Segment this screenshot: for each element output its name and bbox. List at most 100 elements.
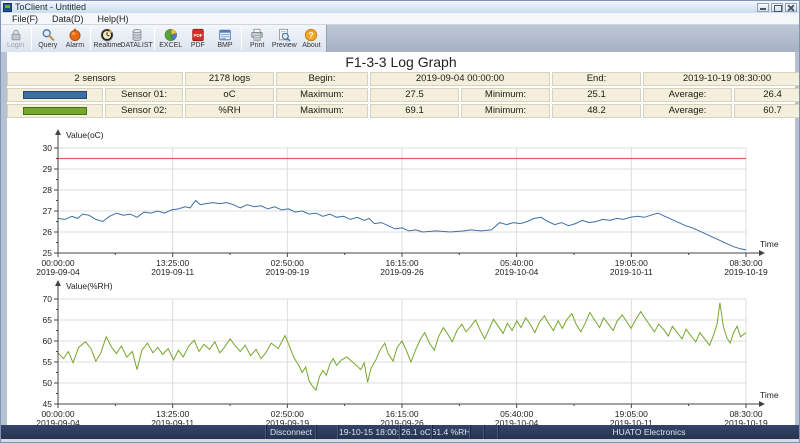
svg-text:50: 50 [43, 378, 53, 388]
toolbar-button-label: Login [7, 41, 25, 49]
sensor-02-color-swatch [23, 107, 87, 115]
svg-text:29: 29 [43, 164, 53, 174]
toolbar-button-label: Realtime [93, 41, 122, 49]
sensor-02-avg-value: 60.7 [734, 104, 799, 118]
lock-icon [9, 28, 23, 42]
svg-text:2019-09-19: 2019-09-19 [266, 418, 310, 425]
toolbar-button-about[interactable]: ? About [298, 26, 325, 51]
window-bottom-edge [1, 439, 799, 442]
minimize-button[interactable] [757, 2, 769, 12]
toolbar-button-datalist[interactable]: DATALIST [120, 26, 153, 51]
svg-text:28: 28 [43, 185, 53, 195]
svg-text:70: 70 [43, 294, 53, 304]
svg-text:2019-10-19: 2019-10-19 [724, 267, 768, 277]
temperature-chart: 25 26 27 28 29 30 00:00:00 2019-09-04 13:25:00 20… [7, 128, 795, 277]
svg-text:Time: Time [760, 390, 779, 400]
begin-label-cell: Begin: [276, 72, 368, 86]
alarm-icon [68, 28, 82, 42]
toolbar-button-bmp[interactable]: BMP [211, 26, 238, 51]
svg-text:2019-10-11: 2019-10-11 [610, 418, 653, 425]
sensor-01-color-swatch [23, 91, 87, 99]
toolbar-button-label: Preview [271, 41, 297, 49]
toolbar-button-excel[interactable]: EXCEL [157, 26, 184, 51]
log-summary-table: 2 sensors 2178 logs Begin: 2019-09-04 00… [7, 72, 799, 118]
excel-chart-icon [164, 28, 178, 42]
toolbar-button-pdf[interactable]: PDF PDF [184, 26, 211, 51]
toolbar-button-label: PDF [190, 41, 205, 49]
connection-status: Disconnect [266, 425, 316, 439]
sensor-02-swatch-cell [7, 104, 103, 118]
svg-text:65: 65 [43, 315, 53, 325]
toolbar-separator [31, 27, 33, 50]
toolbar: Login Query Alarm Realtime DATALIST EXCEL PDF P… [1, 25, 799, 52]
status-timestamp: 2019-10-15 18:00:00 [338, 425, 400, 439]
main-content-frame: F1-3-3 Log Graph 2 sensors 2178 logs Beg… [1, 52, 799, 425]
svg-text:08:30:00: 08:30:00 [729, 409, 762, 419]
toolbar-button-alarm[interactable]: Alarm [61, 26, 88, 51]
database-icon [130, 28, 144, 42]
sensor-01-unit-cell: oC [185, 88, 274, 102]
end-label-cell: End: [552, 72, 641, 86]
sensor-01-min-value: 25.1 [552, 88, 641, 102]
status-bar: Disconnect 2019-10-15 18:00:00 26.1 oC 6… [1, 425, 799, 439]
toolbar-button-print[interactable]: Print [244, 26, 271, 51]
app-icon [3, 2, 12, 12]
close-button[interactable] [785, 2, 797, 12]
pdf-icon: PDF [191, 28, 205, 42]
menu-item-help[interactable]: Help(H) [97, 13, 129, 24]
status-empty-left [1, 425, 266, 439]
svg-text:30: 30 [43, 143, 53, 153]
sensor-count-cell: 2 sensors [7, 72, 183, 86]
svg-text:2019-09-26: 2019-09-26 [380, 418, 424, 425]
sensor-02-max-value: 69.1 [370, 104, 459, 118]
sensor-01-min-label: Minimum: [461, 88, 550, 102]
svg-text:26: 26 [43, 227, 53, 237]
sensor-01-swatch-cell [7, 88, 103, 102]
end-time-cell: 2019-10-19 08:30:00 [643, 72, 799, 86]
sensor-02-unit-cell: %RH [185, 104, 274, 118]
window-title: ToClient - Untitled [15, 2, 87, 12]
sensor-01-name-cell: Sensor 01: [105, 88, 183, 102]
svg-text:08:30:00: 08:30:00 [729, 258, 762, 268]
svg-text:2019-10-11: 2019-10-11 [610, 267, 653, 277]
svg-text:00:00:00: 00:00:00 [41, 258, 74, 268]
sensor-02-avg-label: Average: [643, 104, 732, 118]
toolbar-panel: Login Query Alarm Realtime DATALIST EXCEL PDF P… [1, 25, 327, 52]
svg-text:05:40:00: 05:40:00 [500, 409, 533, 419]
svg-text:Value(%RH): Value(%RH) [66, 281, 113, 291]
toolbar-button-label: Query [38, 41, 58, 49]
sensor-02-min-value: 48.2 [552, 104, 641, 118]
svg-text:02:50:00: 02:50:00 [271, 258, 304, 268]
svg-text:27: 27 [43, 206, 53, 216]
svg-text:16:15:00: 16:15:00 [385, 258, 418, 268]
sensor-01-max-value: 27.5 [370, 88, 459, 102]
toolbar-separator [154, 27, 156, 50]
sensor-02-min-label: Minimum: [461, 104, 550, 118]
svg-text:2019-09-04: 2019-09-04 [36, 267, 80, 277]
maximize-button[interactable] [771, 2, 783, 12]
toolbar-button-preview[interactable]: Preview [271, 26, 298, 51]
menu-item-file[interactable]: File(F) [12, 13, 38, 24]
toolbar-separator [240, 27, 242, 50]
svg-text:13:25:00: 13:25:00 [156, 409, 189, 419]
toolbar-button-query[interactable]: Query [34, 26, 61, 51]
svg-text:55: 55 [43, 357, 53, 367]
toolbar-separator [90, 27, 92, 50]
menu-item-data[interactable]: Data(D) [52, 13, 84, 24]
svg-text:45: 45 [43, 399, 53, 409]
svg-text:16:15:00: 16:15:00 [385, 409, 418, 419]
company-name: HUATO Electronics [498, 425, 799, 439]
toolbar-button-label: DATALIST [120, 41, 153, 49]
toolbar-button-label: BMP [217, 41, 233, 49]
toolbar-button-realtime[interactable]: Realtime [93, 26, 121, 51]
svg-text:2019-09-11: 2019-09-11 [151, 418, 194, 425]
svg-text:2019-09-19: 2019-09-19 [266, 267, 310, 277]
svg-text:Time: Time [760, 239, 779, 249]
toolbar-button-label: About [302, 41, 321, 49]
image-icon [218, 28, 232, 42]
svg-text:Value(oC): Value(oC) [66, 130, 104, 140]
toolbar-button-label: EXCEL [159, 41, 183, 49]
svg-text:19:05:00: 19:05:00 [615, 258, 648, 268]
sensor-02-max-label: Maximum: [276, 104, 368, 118]
